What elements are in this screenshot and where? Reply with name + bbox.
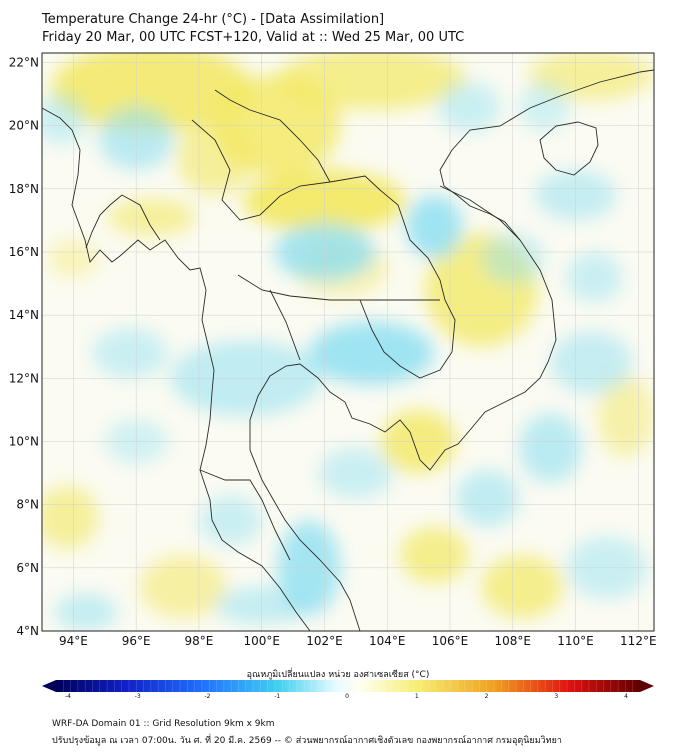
lon-tick-label: 102°E [306,634,343,648]
lat-tick-label: 8°N [16,498,39,512]
colorbar [42,680,654,692]
lon-tick-label: 98°E [184,634,213,648]
colorbar-tick-label: 1 [414,693,419,700]
colorbar-min-arrow [42,680,56,692]
temperature-anomaly-region [51,53,253,132]
lat-tick-label: 22°N [9,55,39,69]
colorbar-title: อุณหภูมิเปลี่ยนแปลง หน่วย องศาเซลเซียส (… [246,670,430,680]
lat-tick-label: 4°N [16,624,39,638]
temperature-anomaly-region [139,555,228,619]
temperature-anomaly-region [42,485,99,549]
map-subtitle: Friday 20 Mar, 00 UTC FCST+120, Valid at… [42,30,465,45]
colorbar-tick-label: 4 [624,693,628,700]
temperature-anomaly-region [318,447,394,499]
temperature-anomaly-region [456,469,520,527]
temperature-field [42,53,654,631]
footer-credit: ปรับปรุงข้อมูล ณ เวลา 07:00น. วัน ศ. ที่… [52,736,562,746]
temperature-anomaly-region [406,195,463,259]
temperature-anomaly-region [550,330,633,395]
lat-tick-label: 18°N [9,182,39,196]
colorbar-tick-label: -2 [204,693,211,700]
colorbar-tick-label: -4 [65,693,71,700]
lat-tick-label: 12°N [9,371,39,385]
lon-tick-label: 100°E [243,634,280,648]
lon-tick-label: 112°E [620,634,657,648]
temperature-anomaly-region [107,198,196,237]
temperature-anomaly-region [566,251,623,303]
lon-tick-label: 104°E [369,634,406,648]
temperature-anomaly-region [597,375,654,458]
colorbar-tick-label: 2 [484,693,489,700]
lon-tick-label: 110°E [557,634,594,648]
footer-model-info: WRF-DA Domain 01 :: Grid Resolution 9km … [52,719,275,729]
temperature-anomaly-region [399,526,469,584]
colorbar-tick-label: 3 [554,693,559,700]
lat-tick-label: 14°N [9,308,39,322]
graticule [42,53,654,631]
colorbar-tick-label: -3 [134,693,141,700]
temperature-anomaly-region [54,593,118,631]
colorbar-tick-label: -1 [274,693,281,700]
temperature-anomaly-region [519,413,582,483]
lat-tick-label: 20°N [9,119,39,133]
temperature-anomaly-region [481,555,563,619]
map-frame [41,52,655,632]
lon-tick-label: 108°E [495,634,532,648]
temperature-anomaly-region [176,119,253,196]
country-borders [42,69,654,631]
axis-ticks: 22°N 20°N 18°N 16°N 14°N 12°N 10°N 8°N 6°N 4°N 94°… [9,55,657,648]
colorbar-scale [56,680,640,692]
map-title: Temperature Change 24-hr (°C) - [Data As… [42,12,385,27]
lon-tick-label: 96°E [122,634,151,648]
temperature-anomaly-region [198,495,262,546]
temperature-anomaly-region [42,94,86,145]
temperature-anomaly-region [437,81,501,132]
temperature-anomaly-region [308,321,435,385]
temperature-anomaly-region [519,81,570,132]
lat-tick-label: 10°N [9,434,39,448]
lat-tick-label: 6°N [16,561,39,575]
colorbar-max-arrow [640,680,654,692]
lon-tick-label: 106°E [432,634,469,648]
lat-tick-label: 16°N [9,245,39,259]
temperature-anomaly-region [92,327,168,379]
colorbar-tick-label: 0 [345,693,349,700]
lon-tick-label: 94°E [59,634,88,648]
